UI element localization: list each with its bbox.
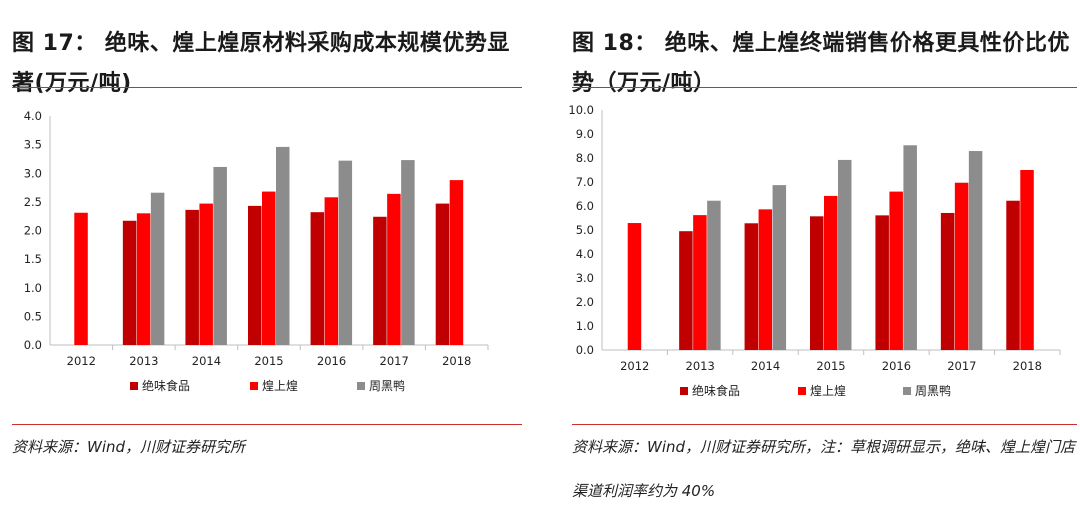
bar-huangshanghuang [824,195,838,350]
x-tick-label: 2016 [882,359,911,373]
bar-jueweishipin [122,220,137,345]
bar-huangshanghuang [262,191,276,345]
source-note: 资料来源：Wind，川财证券研究所 [12,438,246,456]
y-tick-label: 1.0 [24,281,42,295]
y-tick-label: 6.0 [576,199,594,213]
source-rule [12,424,522,425]
legend-label: 绝味食品 [692,383,740,398]
x-tick-label: 2018 [1013,359,1042,373]
y-tick-label: 5.0 [576,223,594,237]
y-tick-label: 2.0 [24,224,42,238]
legend-label: 绝味食品 [142,378,190,393]
legend-swatch [250,382,258,390]
x-tick-label: 2017 [947,359,976,373]
y-tick-label: 1.5 [24,252,42,266]
y-tick-label: 3.5 [24,138,42,152]
y-tick-label: 3.0 [24,166,42,180]
legend-swatch [798,387,806,395]
bar-huangshanghuang [693,215,707,350]
bar-jueweishipin [679,231,693,350]
bar-huangshanghuang [387,193,401,345]
x-tick-label: 2012 [67,354,96,368]
bar-huangshanghuang [889,191,903,350]
y-tick-label: 4.0 [24,109,42,123]
bar-zhouheiya [707,200,721,350]
legend-label: 周黑鸭 [369,379,405,393]
figure-title: 图 18： 绝味、煌上煌终端销售价格更具性价比优势（万元/吨） [572,31,1070,96]
bar-zhouheiya [338,160,353,345]
x-tick-label: 2014 [751,359,780,373]
x-tick-label: 2013 [129,354,158,368]
legend-label: 周黑鸭 [915,384,951,398]
y-tick-label: 0.0 [24,338,42,352]
bar-zhouheiya [276,146,290,345]
legend-swatch [130,382,138,390]
bar-jueweishipin [940,212,955,350]
bar-zhouheiya [401,160,415,345]
y-tick-label: 2.5 [24,195,42,209]
bar-jueweishipin [1006,200,1020,350]
bar-huangshanghuang [199,203,213,345]
x-tick-label: 2012 [620,359,649,373]
x-tick-label: 2017 [380,354,409,368]
x-tick-label: 2015 [816,359,845,373]
y-tick-label: 0.0 [576,343,594,357]
bar-huangshanghuang [1020,170,1034,350]
x-tick-label: 2014 [192,354,221,368]
title-rule [12,87,522,88]
bar-zhouheiya [213,166,227,345]
bar-zhouheiya [772,185,787,350]
x-tick-label: 2015 [254,354,283,368]
bar-huangshanghuang [449,180,464,345]
chart-right: 10.0 9.0 8.0 7.0 6.0 5.0 4.0 3.0 2.0 1.0 0.0 2012 20… [568,103,1061,398]
title-rule [572,87,1077,88]
bar-jueweishipin [248,205,262,345]
bar-huangshanghuang [627,223,642,350]
legend-swatch [357,382,365,390]
source-rule [572,424,1077,425]
legend-swatch [680,387,688,395]
source-note: 资料来源：Wind，川财证券研究所，注：草根调研显示，绝味、煌上煌门店渠道利润率… [572,438,1076,500]
chart-left: 4.0 3.5 3.0 2.5 2.0 1.5 1.0 0.5 0.0 2012 2013 2014 2… [24,109,489,393]
bar-jueweishipin [875,215,889,350]
legend-label: 煌上煌 [810,384,846,398]
bar-jueweishipin [373,216,387,345]
bar-huangshanghuang [74,212,88,345]
bar-zhouheiya [903,145,917,350]
y-tick-label: 8.0 [576,151,594,165]
bar-jueweishipin [744,223,759,350]
y-tick-label: 4.0 [576,247,594,261]
y-tick-label: 0.5 [24,309,42,323]
legend-swatch [903,387,911,395]
bar-jueweishipin [810,216,824,350]
x-tick-label: 2018 [442,354,471,368]
y-tick-label: 3.0 [576,271,594,285]
bar-zhouheiya [838,159,852,350]
figure-title: 图 17： 绝味、煌上煌原材料采购成本规模优势显著(万元/吨) [12,31,510,96]
bar-huangshanghuang [136,213,151,345]
bar-zhouheiya [150,192,165,345]
x-tick-label: 2016 [317,354,346,368]
y-tick-label: 1.0 [576,319,594,333]
y-tick-label: 2.0 [576,295,594,309]
y-tick-label: 9.0 [576,127,594,141]
y-tick-label: 10.0 [568,103,594,117]
legend-label: 煌上煌 [262,379,298,393]
bar-huangshanghuang [324,197,339,345]
bar-jueweishipin [310,212,325,345]
bar-huangshanghuang [954,182,969,350]
bar-zhouheiya [968,151,983,350]
bar-jueweishipin [435,203,450,345]
y-tick-label: 7.0 [576,175,594,189]
x-tick-label: 2013 [686,359,715,373]
bar-huangshanghuang [758,209,773,350]
bar-jueweishipin [185,209,199,345]
